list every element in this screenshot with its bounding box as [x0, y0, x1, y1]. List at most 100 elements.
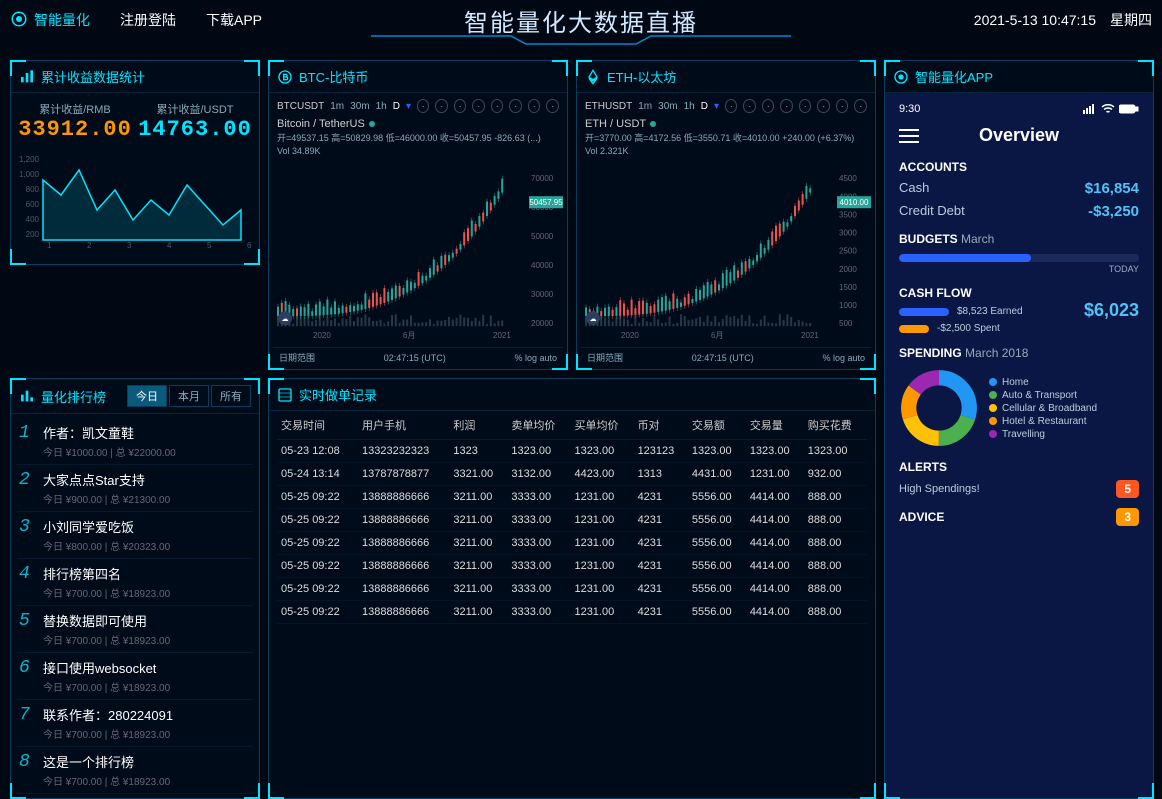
nav-item-0[interactable]: 智能量化	[10, 10, 90, 31]
fullscreen-icon[interactable]: ·	[836, 99, 849, 113]
svg-text:2021: 2021	[801, 331, 819, 340]
timeframe-1m[interactable]: 1m	[638, 101, 652, 112]
rank-tab-1[interactable]: 本月	[169, 385, 209, 407]
svg-text:200: 200	[26, 230, 40, 239]
rank-item[interactable]: 5替换数据即可使用今日 ¥700.00 | 总 ¥18923.00	[17, 606, 253, 653]
symbol[interactable]: BTCUSDT	[277, 101, 324, 112]
table-row[interactable]: 05-25 09:22138888866663211.003333.001231…	[277, 601, 867, 624]
svg-text:3500: 3500	[839, 210, 857, 219]
candle-icon[interactable]: ·	[417, 99, 430, 113]
table-header: 购买花费	[804, 411, 867, 440]
legend-item: Hotel & Restaurant	[989, 416, 1097, 427]
legend-item: Travelling	[989, 429, 1097, 440]
timeframe-30m[interactable]: 30m	[658, 101, 677, 112]
advice-badge[interactable]: 3	[1116, 508, 1139, 526]
advice-header: ADVICE	[899, 510, 944, 524]
indicator-icon[interactable]: ·	[435, 99, 448, 113]
debt-label: Credit Debt	[899, 203, 965, 220]
rank-item[interactable]: 3小刘同学爱吃饭今日 ¥800.00 | 总 ¥20323.00	[17, 512, 253, 559]
compare-icon[interactable]: ·	[762, 99, 775, 113]
rank-item[interactable]: 1作者：凯文童鞋今日 ¥1000.00 | 总 ¥22000.00	[17, 418, 253, 465]
timeframe-D[interactable]: D	[393, 101, 400, 112]
orders-table: 交易时间用户手机利润卖单均价买单均价币对交易额交易量购买花费05-23 12:0…	[277, 411, 867, 624]
alert-icon[interactable]: ·	[780, 99, 793, 113]
datetime: 2021-5-13 10:47:15 星期四	[974, 10, 1152, 30]
rank-item[interactable]: 6接口使用websocket今日 ¥700.00 | 总 ¥18923.00	[17, 653, 253, 700]
rank-title: 量化排行榜	[41, 387, 106, 406]
date-range[interactable]: 日期范围	[587, 351, 623, 364]
indicator-icon[interactable]: ·	[743, 99, 756, 113]
table-header: 用户手机	[358, 411, 449, 440]
timeframe-30m[interactable]: 30m	[350, 101, 369, 112]
nav-item-1[interactable]: 注册登陆	[120, 10, 176, 30]
usdt-value: 14763.00	[138, 117, 252, 142]
candle-icon[interactable]: ·	[725, 99, 738, 113]
phone-status-icons	[1083, 103, 1139, 115]
rank-item[interactable]: 8这是一个排行榜今日 ¥700.00 | 总 ¥18923.00	[17, 747, 253, 794]
svg-text:4010.00: 4010.00	[840, 198, 869, 207]
spending-legend: HomeAuto & TransportCellular & Broadband…	[989, 375, 1097, 442]
app-title: 智能量化APP	[915, 67, 993, 86]
settings-icon[interactable]: ·	[509, 99, 522, 113]
alert-icon[interactable]: ·	[472, 99, 485, 113]
table-row[interactable]: 05-23 12:081332323232313231323.001323.00…	[277, 440, 867, 463]
alert-badge[interactable]: 5	[1116, 480, 1139, 498]
app-panel: 智能量化APP 9:30 Overview ACCOUNTS Cash$16,8…	[884, 60, 1154, 799]
spent-bar	[899, 325, 929, 333]
table-row[interactable]: 05-25 09:22138888866663211.003333.001231…	[277, 578, 867, 601]
symbol[interactable]: ETHUSDT	[585, 101, 632, 112]
phone-time: 9:30	[899, 103, 920, 115]
rank-item[interactable]: 2大家点点Star支持今日 ¥900.00 | 总 ¥21300.00	[17, 465, 253, 512]
main-title: 智能量化大数据直播	[464, 3, 698, 38]
spent-label: -$2,500 Spent	[937, 323, 1000, 334]
table-row[interactable]: 05-25 09:22138888866663211.003333.001231…	[277, 486, 867, 509]
phone-mockup: 9:30 Overview ACCOUNTS Cash$16,854 Credi…	[885, 93, 1153, 798]
pair-name: Bitcoin / TetherUS	[277, 117, 559, 132]
menu-icon[interactable]	[899, 129, 919, 143]
svg-text:70000: 70000	[531, 174, 554, 183]
settings-icon[interactable]: ·	[817, 99, 830, 113]
scale-options[interactable]: % log auto	[514, 353, 557, 363]
stats-panel: 累计收益数据统计 累计收益/RMB33912.00 累计收益/USDT14763…	[10, 60, 260, 265]
fullscreen-icon[interactable]: ·	[528, 99, 541, 113]
timeframe-1h[interactable]: 1h	[376, 101, 387, 112]
svg-text:600: 600	[26, 200, 40, 209]
scale-options[interactable]: % log auto	[822, 353, 865, 363]
eth-panel: ETH-以太坊 ETHUSDT1m30m1hD▾········ETH / US…	[576, 60, 876, 370]
plus-icon[interactable]: ·	[491, 99, 504, 113]
svg-text:30000: 30000	[531, 290, 554, 299]
rmb-label: 累计收益/RMB	[18, 101, 132, 117]
camera-icon[interactable]: ·	[854, 99, 867, 113]
candlestick-chart[interactable]: 4500400035003000250020001500100050020206…	[581, 160, 871, 347]
rank-tab-0[interactable]: 今日	[127, 385, 167, 407]
timeframe-1m[interactable]: 1m	[330, 101, 344, 112]
table-row[interactable]: 05-25 09:22138888866663211.003333.001231…	[277, 532, 867, 555]
nav-item-2[interactable]: 下载APP	[206, 10, 262, 30]
rank-item[interactable]: 4排行榜第四名今日 ¥700.00 | 总 ¥18923.00	[17, 559, 253, 606]
date-range[interactable]: 日期范围	[279, 351, 315, 364]
timeframe-1h[interactable]: 1h	[684, 101, 695, 112]
svg-text:40000: 40000	[531, 261, 554, 270]
svg-text:1000: 1000	[839, 301, 857, 310]
svg-text:2020: 2020	[313, 331, 331, 340]
timeframe-D[interactable]: D	[701, 101, 708, 112]
earned-label: $8,523 Earned	[957, 306, 1023, 317]
rank-item[interactable]: 7联系作者：280224091今日 ¥700.00 | 总 ¥18923.00	[17, 700, 253, 747]
ohlc-info: 开=3770.00 高=4172.56 低=3550.71 收=4010.00 …	[585, 132, 867, 145]
table-row[interactable]: 05-25 09:22138888866663211.003333.001231…	[277, 509, 867, 532]
plus-icon[interactable]: ·	[799, 99, 812, 113]
table-row[interactable]: 05-24 13:14137878788773321.003132.004423…	[277, 463, 867, 486]
camera-icon[interactable]: ·	[546, 99, 559, 113]
legend-item: Auto & Transport	[989, 390, 1097, 401]
table-row[interactable]: 05-25 09:22138888866663211.003333.001231…	[277, 555, 867, 578]
candlestick-chart[interactable]: 70000600005000040000300002000020206月2021…	[273, 160, 563, 347]
compare-icon[interactable]: ·	[454, 99, 467, 113]
mini-chart: 1,2001,000800600400200 123456	[11, 150, 259, 250]
table-header: 交易量	[746, 411, 804, 440]
svg-text:3000: 3000	[839, 228, 857, 237]
stats-title: 累计收益数据统计	[41, 67, 145, 86]
topbar: 智能量化 注册登陆 下载APP 智能量化大数据直播 2021-5-13 10:47:…	[0, 0, 1162, 40]
pair-name: ETH / USDT	[585, 117, 867, 132]
chart-time: 02:47:15 (UTC)	[692, 353, 754, 363]
today-label: TODAY	[899, 264, 1139, 274]
